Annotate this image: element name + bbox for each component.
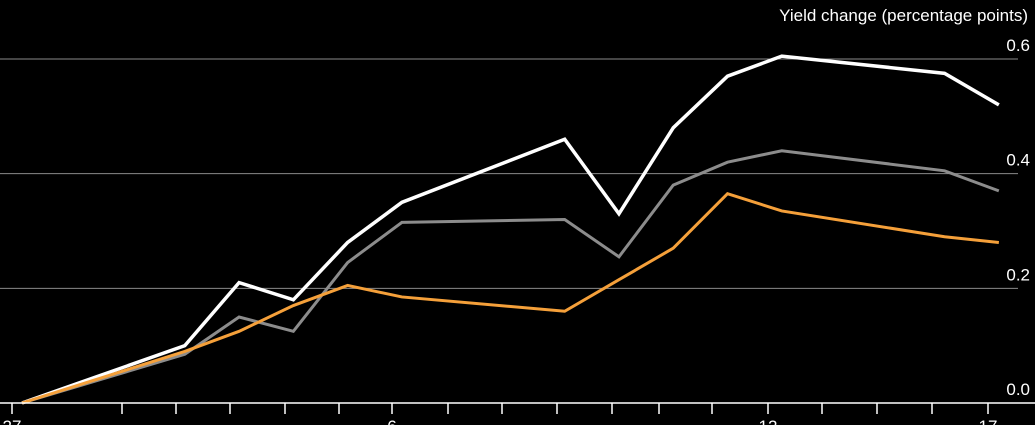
grid bbox=[0, 58, 1018, 289]
x-tick-label: 6 bbox=[387, 417, 396, 425]
y-tick-labels: 0.0 0.2 0.4 0.6 bbox=[1006, 36, 1030, 399]
y-tick-label: 0.2 bbox=[1006, 265, 1030, 284]
series-line-1 bbox=[21, 54, 1000, 405]
y-tick-label: 0.4 bbox=[1006, 151, 1030, 170]
series-line-3 bbox=[21, 192, 1000, 405]
y-axis-label: Yield change (percentage points) bbox=[779, 6, 1028, 25]
x-axis: 27 6 12 17 bbox=[0, 402, 1035, 425]
series-lines bbox=[21, 54, 1000, 405]
x-tick-label: 12 bbox=[759, 417, 778, 425]
series-line-2 bbox=[21, 149, 1000, 405]
y-tick-label: 0.0 bbox=[1006, 380, 1030, 399]
y-tick-label: 0.6 bbox=[1006, 36, 1030, 55]
x-tick-label: 27 bbox=[3, 417, 22, 425]
x-tick-label: 17 bbox=[979, 417, 998, 425]
